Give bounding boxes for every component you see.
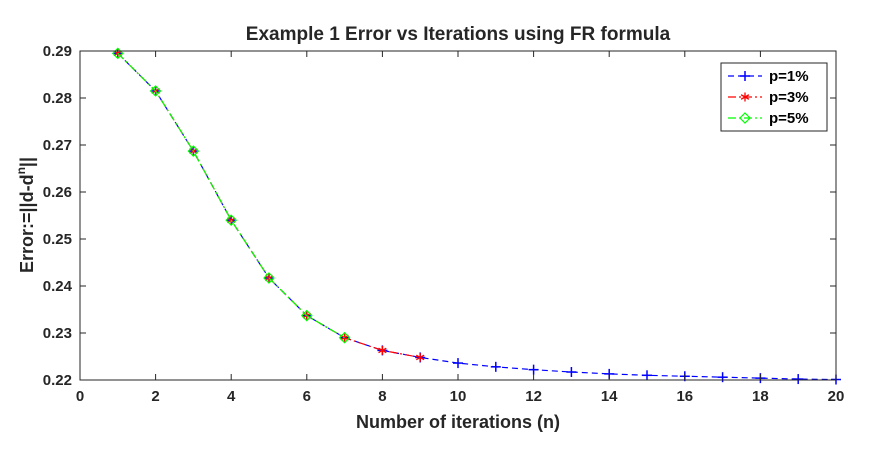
y-tick-label: 0.26: [43, 184, 72, 201]
data-point-s3-3: [187, 145, 200, 157]
legend-label: p=1%: [769, 68, 809, 85]
legend-marker: [739, 112, 751, 124]
y-tick-label: 0.25: [43, 231, 72, 248]
data-point-s1-17: [717, 372, 728, 383]
marker-stroke: [111, 47, 124, 60]
y-tick-label: 0.24: [43, 278, 73, 295]
data-point-s1-15: [642, 370, 652, 381]
legend-entry-3: p=5%: [728, 110, 809, 127]
x-tick-label: 14: [601, 388, 618, 405]
data-point-s1-19: [793, 374, 804, 385]
x-tick-label: 20: [828, 388, 845, 405]
y-axis-label-suffix: ||: [17, 157, 37, 167]
data-point-s3-5: [263, 272, 275, 284]
plot-area: [80, 51, 836, 380]
data-point-s3-4: [225, 214, 238, 227]
data-point-s1-10: [453, 358, 463, 369]
legend-marker: [740, 71, 750, 81]
x-tick-label: 18: [752, 388, 769, 405]
chart-title: Example 1 Error vs Iterations using FR f…: [246, 24, 671, 45]
y-axis-label-prefix: Error:=||d-d: [17, 174, 37, 273]
y-tick-label: 0.29: [43, 43, 72, 60]
legend-box: [720, 62, 828, 132]
data-point-s1-11: [490, 361, 501, 372]
legend-label: p=5%: [769, 110, 809, 127]
marker-stroke: [338, 331, 351, 344]
legend: p=1% p=3% p=5%: [720, 62, 828, 132]
y-tick-label: 0.27: [43, 137, 72, 154]
data-point-s1-13: [566, 367, 577, 378]
legend-marker: [740, 92, 750, 102]
x-tick-label: 0: [76, 388, 84, 405]
data-point-s3-1: [111, 47, 124, 60]
marker-stroke: [740, 94, 750, 100]
data-point-s2-8: [378, 345, 387, 355]
y-tick-label: 0.23: [43, 325, 72, 342]
marker-stroke: [263, 272, 275, 284]
data-point-s2-9: [415, 352, 425, 362]
x-tick-label: 8: [378, 388, 386, 405]
data-point-s1-12: [528, 364, 539, 375]
x-tick-label: 16: [676, 388, 693, 405]
y-axis-label: Error:=||d-dn||: [14, 157, 37, 273]
data-point-s3-6: [300, 309, 313, 322]
legend-entry-2: p=3%: [728, 89, 809, 106]
x-tick-label: 6: [303, 388, 311, 405]
marker-stroke: [187, 145, 200, 157]
y-tick-label: 0.22: [43, 372, 72, 389]
x-tick-label: 10: [450, 388, 467, 405]
marker-stroke: [300, 309, 313, 322]
series-line-3: [117, 52, 345, 339]
x-axis-label: Number of iterations (n): [356, 412, 560, 432]
series-3: [111, 47, 351, 344]
marker-stroke: [149, 85, 162, 97]
x-tick-label: 4: [227, 388, 236, 405]
data-point-s3-7: [338, 331, 351, 344]
marker-stroke: [225, 214, 238, 227]
legend-label: p=3%: [769, 89, 809, 106]
y-axis-label-superscript: n: [14, 167, 28, 174]
marker-stroke: [415, 354, 425, 361]
legend-entry-1: p=1%: [728, 68, 809, 85]
axes-layer: 0 2 4 6 8 10 12 14 16 18 20 0.22 0.23 0.24 0.25 0.26 0.2…: [43, 43, 845, 405]
marker-stroke: [739, 112, 751, 124]
x-tick-label: 2: [151, 388, 159, 405]
y-tick-label: 0.28: [43, 90, 72, 107]
x-tick-label: 12: [525, 388, 542, 405]
marker-stroke: [378, 347, 387, 354]
data-point-s3-2: [149, 85, 162, 97]
